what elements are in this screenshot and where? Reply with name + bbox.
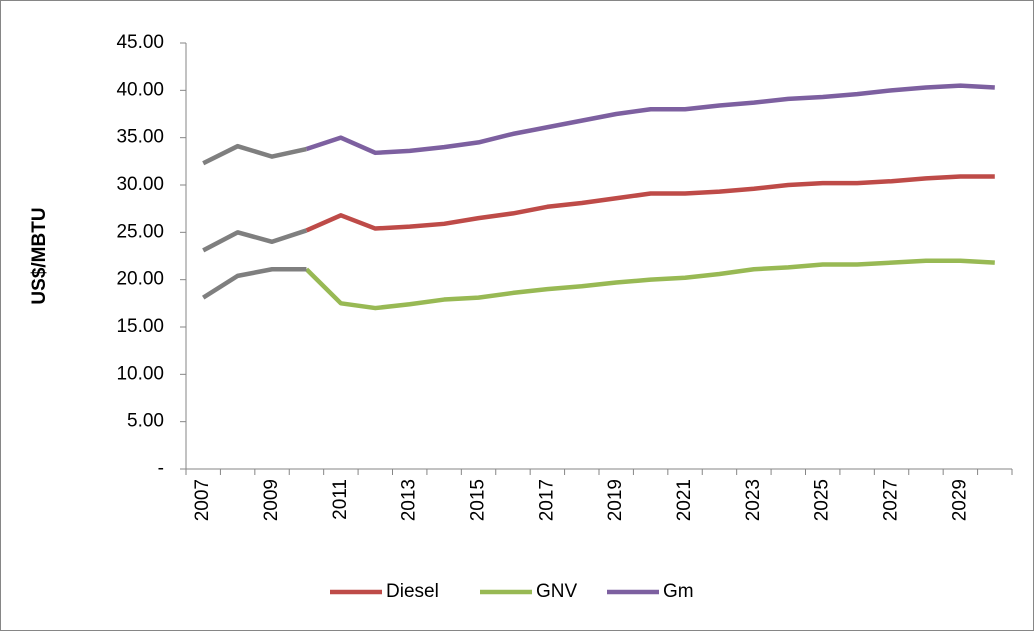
y-axis-label: US$/MBTU xyxy=(29,207,50,304)
series-line xyxy=(304,258,995,311)
history-line xyxy=(202,228,308,253)
x-tick-label: 2021 xyxy=(674,479,695,521)
series-line xyxy=(305,83,995,156)
history-line xyxy=(202,267,307,300)
y-tick-label: 40.00 xyxy=(116,79,164,100)
history-line xyxy=(202,143,307,166)
legend-label: GNV xyxy=(536,581,578,602)
series-line xyxy=(305,174,995,233)
x-tick-label: 2017 xyxy=(536,479,557,521)
x-tick-label: 2029 xyxy=(949,479,970,521)
y-tick-label: 25.00 xyxy=(116,221,164,242)
legend-label: Diesel xyxy=(386,581,439,602)
x-tick-label: 2019 xyxy=(605,479,626,521)
x-tick-label: 2007 xyxy=(192,479,213,521)
y-tick-label: 15.00 xyxy=(116,316,164,337)
x-tick-label: 2009 xyxy=(261,479,282,521)
x-tick-label: 2025 xyxy=(812,479,833,521)
x-tick-label: 2023 xyxy=(743,479,764,521)
y-tick-label: 35.00 xyxy=(116,127,164,148)
x-tick-label: 2011 xyxy=(330,479,351,520)
y-tick-label: 20.00 xyxy=(116,269,164,290)
x-tick-label: 2015 xyxy=(468,479,489,521)
y-tick-label: - xyxy=(158,458,164,479)
y-tick-label: 5.00 xyxy=(127,411,164,432)
y-tick-label: 45.00 xyxy=(116,32,164,53)
x-tick-label: 2027 xyxy=(881,479,902,521)
y-tick-label: 30.00 xyxy=(116,174,164,195)
x-tick-label: 2013 xyxy=(399,479,420,521)
legend-label: Gm xyxy=(663,581,694,602)
y-tick-label: 10.00 xyxy=(116,363,164,384)
